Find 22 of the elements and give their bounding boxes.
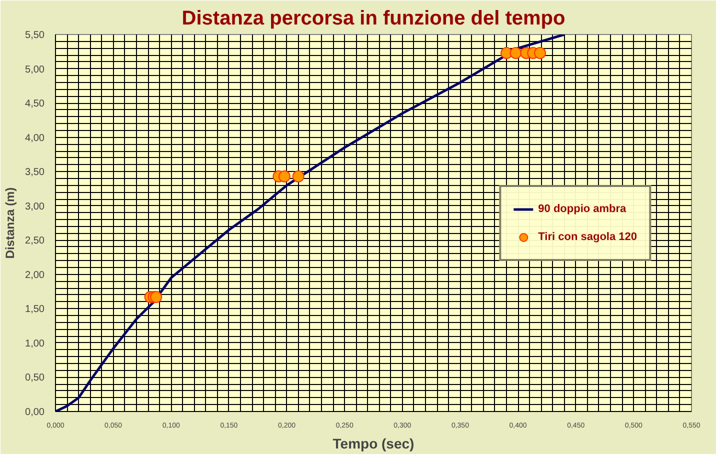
point (292, 170, 304, 182)
y-tick-label: 3,50 (25, 167, 45, 178)
point (150, 291, 162, 304)
y-tick-label: 1,00 (25, 338, 45, 350)
y-tick-label: 4,50 (25, 98, 45, 110)
legend-label: 90 doppio ambra (538, 202, 626, 214)
y-axis-title: Distanza (m) (3, 187, 18, 259)
y-tick-label: 2,50 (25, 236, 45, 247)
chart-title: Distanza percorsa in funzione del tempo (182, 8, 566, 30)
point (278, 170, 290, 182)
y-tick-label: 1,50 (25, 304, 45, 316)
y-tick-label: 4,00 (25, 132, 45, 144)
x-axis-title: Tempo (sec) (332, 436, 414, 452)
point (534, 47, 546, 59)
legend-label: Tiri con sagola 120 (538, 230, 637, 242)
y-tick-label: 5,00 (25, 64, 45, 76)
y-tick-label: 3,00 (25, 201, 45, 212)
point (510, 47, 522, 59)
y-tick-label: 5,50 (25, 30, 45, 41)
y-tick-label: 0,00 (25, 407, 45, 418)
y-tick-label: 0,50 (25, 372, 45, 384)
y-tick-label: 2,00 (25, 270, 45, 281)
